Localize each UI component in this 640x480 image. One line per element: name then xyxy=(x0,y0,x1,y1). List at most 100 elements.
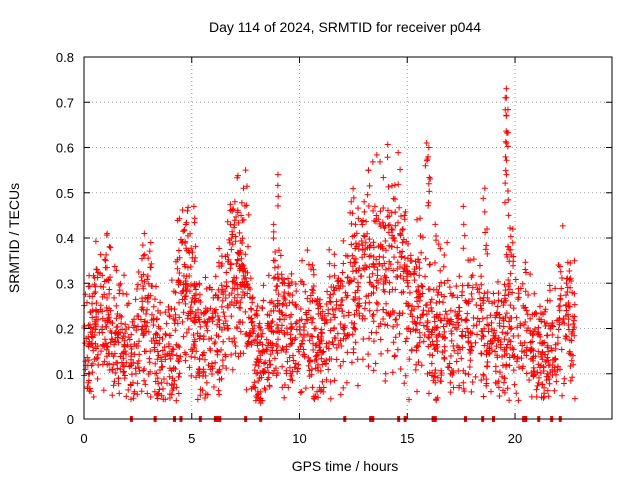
data-point xyxy=(296,348,303,355)
data-point xyxy=(506,286,513,293)
data-point xyxy=(167,355,174,362)
data-point xyxy=(134,380,141,387)
data-point xyxy=(244,282,251,289)
data-point xyxy=(545,322,552,329)
data-point xyxy=(142,328,149,335)
data-point xyxy=(404,255,411,262)
data-point xyxy=(125,386,132,393)
data-point xyxy=(473,281,480,288)
data-point xyxy=(103,251,110,258)
data-point xyxy=(197,323,204,330)
data-point xyxy=(311,357,318,364)
data-point xyxy=(571,257,578,264)
data-point xyxy=(507,233,514,240)
data-point xyxy=(492,379,499,386)
data-point xyxy=(428,296,435,303)
data-point xyxy=(366,182,373,189)
data-point xyxy=(99,272,106,279)
data-point xyxy=(452,308,459,315)
data-point xyxy=(275,247,282,254)
data-point xyxy=(415,343,422,350)
data-point xyxy=(377,208,384,215)
data-point xyxy=(139,242,146,249)
data-point xyxy=(513,314,520,321)
data-point xyxy=(306,337,313,344)
data-point xyxy=(363,264,370,271)
data-point xyxy=(556,366,563,373)
data-point xyxy=(302,385,309,392)
data-point xyxy=(88,362,95,369)
data-point xyxy=(299,257,306,264)
data-point xyxy=(313,352,320,359)
data-point xyxy=(343,294,350,301)
data-point xyxy=(283,325,290,332)
data-point xyxy=(467,347,474,354)
data-point xyxy=(370,239,377,246)
data-point xyxy=(504,143,511,150)
data-point xyxy=(274,182,281,189)
data-point xyxy=(355,205,362,212)
data-point xyxy=(377,158,384,165)
data-point xyxy=(86,283,93,290)
data-point xyxy=(274,302,281,309)
data-point xyxy=(565,326,572,333)
data-point xyxy=(562,332,569,339)
data-point xyxy=(201,394,208,401)
data-point xyxy=(362,299,369,306)
data-point xyxy=(545,393,552,400)
data-point xyxy=(322,361,329,368)
data-point xyxy=(557,295,564,302)
data-point xyxy=(441,328,448,335)
data-point xyxy=(239,288,246,295)
data-point xyxy=(319,349,326,356)
data-point xyxy=(406,289,413,296)
data-point xyxy=(230,206,237,213)
data-point xyxy=(190,203,197,210)
data-point xyxy=(416,339,423,346)
data-point xyxy=(506,354,513,361)
data-point xyxy=(543,357,550,364)
data-point xyxy=(460,221,467,228)
data-point xyxy=(378,350,385,357)
data-point xyxy=(415,256,422,263)
data-point xyxy=(498,298,505,305)
data-point xyxy=(388,226,395,233)
data-point xyxy=(385,222,392,229)
data-point xyxy=(325,310,332,317)
data-point xyxy=(470,256,477,263)
data-point xyxy=(502,153,509,160)
data-point xyxy=(128,353,135,360)
data-point xyxy=(160,376,167,383)
data-point xyxy=(141,377,148,384)
data-point xyxy=(134,286,141,293)
data-point xyxy=(208,286,215,293)
data-point xyxy=(401,266,408,273)
data-point xyxy=(182,300,189,307)
data-point xyxy=(153,337,160,344)
data-point xyxy=(188,372,195,379)
data-point xyxy=(351,325,358,332)
data-point xyxy=(106,243,113,250)
data-point xyxy=(361,251,368,258)
data-point xyxy=(281,394,288,401)
data-point xyxy=(364,191,371,198)
data-point xyxy=(480,195,487,202)
data-point xyxy=(403,335,410,342)
data-point xyxy=(530,328,537,335)
data-point xyxy=(548,347,555,354)
data-point xyxy=(204,327,211,334)
data-point xyxy=(352,293,359,300)
data-point xyxy=(473,322,480,329)
data-point xyxy=(541,393,548,400)
data-point xyxy=(453,283,460,290)
data-point xyxy=(504,106,511,113)
data-point xyxy=(289,292,296,299)
data-point xyxy=(401,380,408,387)
data-point xyxy=(127,362,134,369)
data-point xyxy=(91,281,98,288)
data-point xyxy=(359,254,366,261)
y-axis-label: SRMTID / TECUs xyxy=(6,183,22,293)
data-point xyxy=(215,316,222,323)
data-point xyxy=(207,366,214,373)
data-point xyxy=(202,319,209,326)
